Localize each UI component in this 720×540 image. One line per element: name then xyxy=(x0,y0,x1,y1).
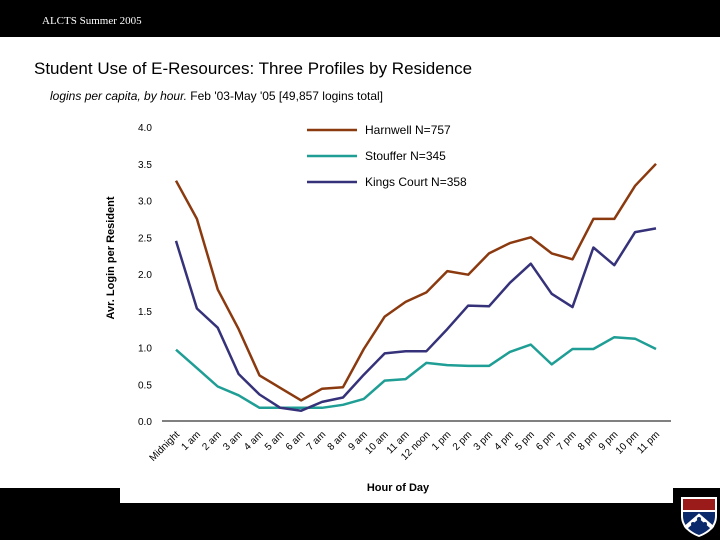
conference-label: ALCTS Summer 2005 xyxy=(42,15,142,27)
chart-panel xyxy=(120,400,673,503)
y-axis-label: Avr. Login per Resident xyxy=(105,196,117,319)
x-tick-label: 5 pm xyxy=(513,429,537,453)
x-tick-label: 1 am xyxy=(179,429,203,453)
legend-label: Stouffer N=345 xyxy=(365,149,446,163)
y-tick-label: 2.5 xyxy=(138,233,152,244)
university-shield-logo xyxy=(681,497,717,537)
y-tick-label: 0.0 xyxy=(138,417,152,428)
x-tick-label: 7 pm xyxy=(555,429,579,453)
slide-title: Student Use of E-Resources: Three Profil… xyxy=(34,59,473,78)
subtitle-rest: Feb '03-May '05 [49,857 logins total] xyxy=(186,89,383,103)
x-tick-label: 4 pm xyxy=(493,429,517,453)
y-tick-label: 2.0 xyxy=(138,270,152,281)
legend-label: Harnwell N=757 xyxy=(365,123,451,137)
x-tick-label: 2 pm xyxy=(451,429,475,453)
x-tick-label: 3 am xyxy=(221,429,245,453)
x-tick-label: 8 pm xyxy=(576,429,600,453)
header-bar: ALCTS Summer 2005 xyxy=(0,0,720,37)
x-tick-label: 2 am xyxy=(200,429,224,453)
y-tick-label: 0.5 xyxy=(138,380,152,391)
y-tick-label: 1.5 xyxy=(138,307,152,318)
x-tick-label: 10 pm xyxy=(614,429,641,456)
x-tick-label: 3 pm xyxy=(472,429,496,453)
y-tick-label: 3.5 xyxy=(138,160,152,171)
slide-subtitle: logins per capita, by hour. Feb '03-May … xyxy=(50,89,383,103)
y-tick-label: 4.0 xyxy=(138,123,152,134)
x-tick-label: 5 am xyxy=(263,429,287,453)
x-tick-label: Midnight xyxy=(148,429,183,464)
x-tick-label: 6 am xyxy=(284,429,308,453)
series-line-0 xyxy=(174,162,657,402)
x-tick-label: 7 am xyxy=(305,429,329,453)
y-tick-label: 3.0 xyxy=(138,197,152,208)
series-line-1 xyxy=(175,335,657,410)
x-tick-label: 4 am xyxy=(242,429,266,453)
x-tick-label: 1 pm xyxy=(430,429,454,453)
subtitle-italic: logins per capita, by hour. xyxy=(50,89,187,103)
series-line-2 xyxy=(174,227,657,412)
x-tick-label: 11 pm xyxy=(635,429,662,456)
x-tick-label: 10 am xyxy=(363,429,390,456)
x-tick-label: 8 am xyxy=(326,429,350,453)
x-tick-label: 6 pm xyxy=(534,429,558,453)
y-tick-label: 1.0 xyxy=(138,344,152,355)
x-axis-label: Hour of Day xyxy=(367,482,430,494)
legend-label: Kings Court N=358 xyxy=(365,175,467,189)
